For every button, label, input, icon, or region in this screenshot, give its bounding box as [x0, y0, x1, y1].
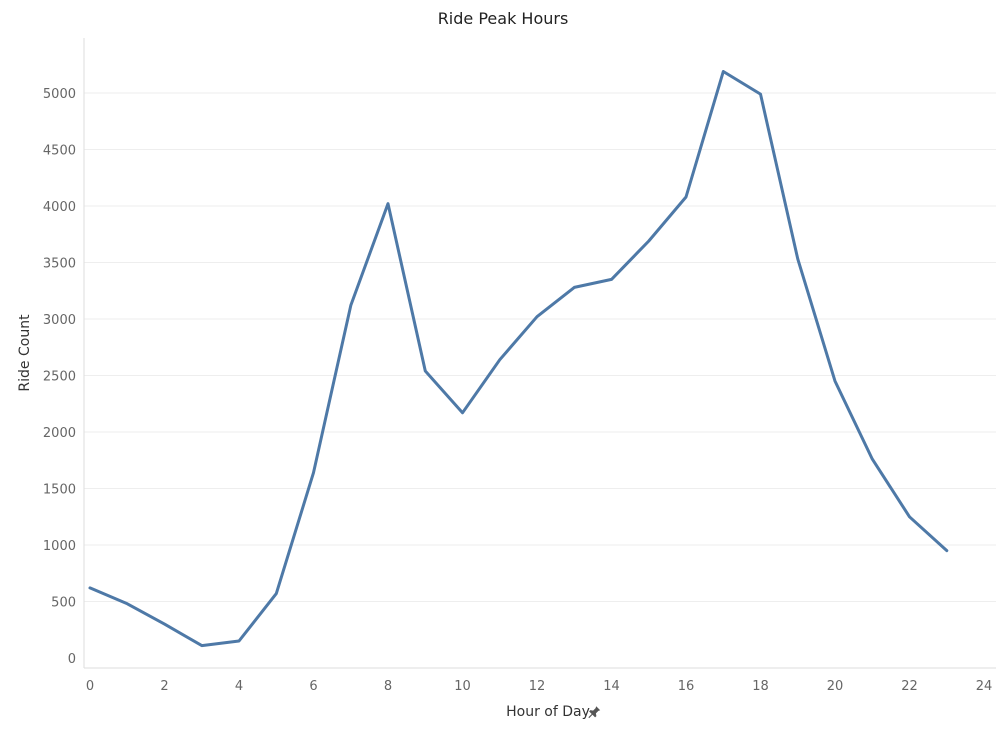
x-tick-label: 6 [309, 679, 317, 694]
x-tick-label: 4 [235, 679, 243, 694]
x-tick-label: 8 [384, 679, 392, 694]
y-tick-label: 1500 [43, 483, 76, 498]
y-tick-label: 4000 [43, 200, 76, 215]
y-axis-label: Ride Count [17, 314, 33, 392]
x-tick-label: 16 [678, 679, 695, 694]
x-tick-label: 10 [454, 679, 471, 694]
y-tick-label: 1000 [43, 539, 76, 554]
y-tick-label: 5000 [43, 87, 76, 102]
y-tick-label: 4500 [43, 144, 76, 159]
ride-count-line [88, 70, 949, 648]
x-tick-label: 2 [160, 679, 168, 694]
x-tick-label: 20 [827, 679, 844, 694]
y-tick-label: 500 [51, 596, 76, 611]
chart-title: Ride Peak Hours [437, 9, 569, 28]
y-tick-label: 2000 [43, 426, 76, 441]
pin-icon[interactable] [586, 704, 602, 722]
x-tick-label: 24 [976, 679, 993, 694]
x-tick-label: 18 [752, 679, 769, 694]
y-tick-label: 3000 [43, 313, 76, 328]
x-tick-label: 22 [901, 679, 918, 694]
x-tick-label: 12 [529, 679, 546, 694]
x-axis-label: Hour of Day [506, 704, 590, 720]
x-tick-label: 0 [86, 679, 94, 694]
plot-area [84, 38, 996, 668]
y-tick-label: 0 [68, 652, 76, 667]
x-tick-label: 14 [603, 679, 620, 694]
y-tick-label: 2500 [43, 370, 76, 385]
y-tick-label: 3500 [43, 257, 76, 272]
